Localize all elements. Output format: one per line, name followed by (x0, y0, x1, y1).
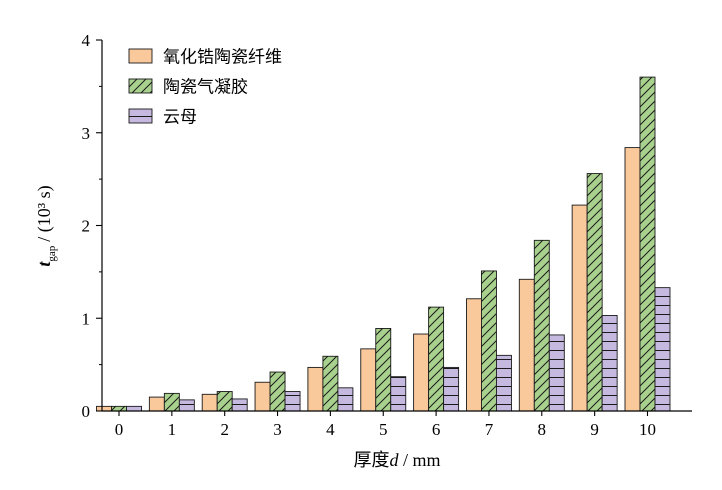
x-tick-label-1: 1 (168, 420, 177, 439)
bar-mica-1 (178, 399, 195, 412)
bar-mica-5 (390, 376, 407, 412)
bars-group (96, 76, 671, 412)
legend-swatch-2 (128, 108, 153, 124)
bar-zirconia-3 (254, 381, 271, 412)
bar-mica-8 (548, 334, 565, 412)
x-axis-title-cn: 厚度 (353, 450, 389, 471)
x-tick-label-4: 4 (326, 420, 335, 439)
x-tick-label-10: 10 (639, 420, 656, 439)
bar-zirconia-10 (624, 147, 641, 412)
y-axis-title: tgap / (10³ s) (34, 185, 58, 266)
bar-mica-3 (284, 391, 301, 412)
y-tick-label-3: 3 (82, 124, 91, 143)
x-tick-label-2: 2 (220, 420, 229, 439)
bar-mica-9 (601, 315, 618, 412)
y-tick-label-4: 4 (82, 31, 91, 50)
x-tick-label-0: 0 (115, 420, 124, 439)
legend-label-1: 陶瓷气凝胶 (163, 78, 248, 98)
bar-aerogel-4 (322, 355, 339, 412)
x-tick-label-6: 6 (432, 420, 441, 439)
bar-zirconia-8 (518, 278, 535, 412)
y-axis-title-sub: gap (46, 245, 58, 261)
bar-zirconia-4 (307, 366, 324, 412)
x-tick-label-5: 5 (379, 420, 388, 439)
x-tick-label-9: 9 (590, 420, 599, 439)
bar-aerogel-1 (163, 392, 180, 412)
bar-zirconia-0 (96, 405, 112, 412)
y-tick-label-1: 1 (82, 309, 91, 328)
bar-zirconia-7 (466, 298, 482, 412)
y-axis-title-var: t (34, 261, 54, 267)
x-tick-label-3: 3 (273, 420, 282, 439)
legend-label-0: 氧化锆陶瓷纤维 (163, 48, 282, 68)
bar-aerogel-3 (269, 371, 286, 412)
x-axis-title-unit: / mm (398, 450, 440, 470)
bar-mica-10 (654, 287, 671, 412)
bar-mica-2 (231, 398, 248, 412)
x-axis-title: 厚度d / mm (353, 450, 440, 471)
bar-aerogel-9 (586, 173, 603, 412)
bar-zirconia-2 (201, 393, 218, 412)
x-ticks-group: 0 1 2 3 4 5 6 7 8 9 10 (115, 411, 656, 439)
bar-mica-4 (337, 387, 354, 412)
bar-aerogel-0 (111, 405, 127, 412)
bar-zirconia-9 (571, 204, 588, 412)
x-tick-label-7: 7 (485, 420, 494, 439)
bar-aerogel-7 (481, 270, 497, 412)
x-axis-title-var: d (389, 450, 399, 470)
legend-label-2: 云母 (163, 108, 197, 128)
y-axis-title-unit: / (10³ s) (34, 185, 55, 241)
bar-zirconia-5 (360, 348, 377, 412)
bar-mica-7 (496, 354, 512, 412)
bar-mica-6 (443, 366, 460, 412)
legend-swatch-1 (128, 78, 153, 94)
bar-aerogel-5 (375, 328, 392, 412)
bar-mica-0 (126, 405, 142, 412)
y-tick-label-2: 2 (82, 217, 91, 236)
bar-aerogel-8 (533, 239, 550, 412)
bar-aerogel-2 (216, 391, 233, 412)
bar-zirconia-6 (413, 333, 430, 412)
x-tick-label-8: 8 (538, 420, 547, 439)
y-tick-label-0: 0 (82, 402, 91, 421)
y-ticks-group: 0 1 2 3 4 (82, 31, 102, 421)
bar-aerogel-6 (428, 306, 445, 412)
legend-swatch-0 (128, 48, 153, 64)
bar-aerogel-10 (639, 76, 656, 412)
bar-zirconia-1 (148, 396, 165, 412)
